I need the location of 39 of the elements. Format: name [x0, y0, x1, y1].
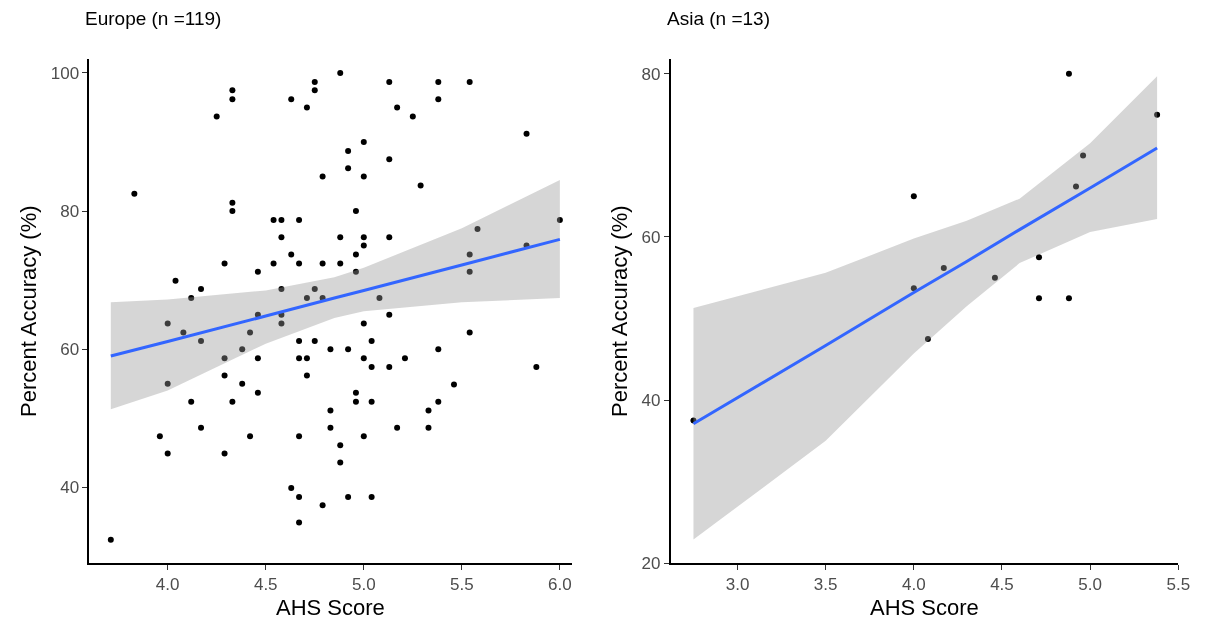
- x-tick-label: 5.5: [1166, 575, 1191, 595]
- x-tick-label: 6.0: [548, 575, 572, 595]
- point: [924, 335, 931, 342]
- x-axis-title: AHS Score: [276, 594, 385, 620]
- point: [940, 264, 947, 271]
- point: [1065, 295, 1072, 302]
- x-tick-label: 4.5: [253, 575, 278, 595]
- point: [1065, 70, 1072, 77]
- point: [910, 285, 917, 292]
- point: [1154, 111, 1161, 118]
- y-tick-label: 20: [641, 554, 661, 574]
- x-tick-label: 4.0: [902, 575, 926, 595]
- x-tick-label: 5.0: [351, 575, 376, 595]
- y-tick-label: 60: [60, 340, 80, 360]
- y-tick-label: 80: [641, 64, 661, 84]
- point: [1035, 295, 1042, 302]
- line-series: [691, 146, 1159, 426]
- x-axis-title: AHS Score: [869, 594, 979, 620]
- y-tick-label: 40: [641, 391, 661, 411]
- point: [1035, 254, 1042, 261]
- point: [1080, 152, 1087, 159]
- y-tick-label: 80: [60, 202, 80, 222]
- y-tick-label: 60: [641, 227, 661, 247]
- chart-title: Asia (n =13): [667, 8, 770, 29]
- line-series: [109, 237, 562, 358]
- y-axis-title: Percent Accuracy (%): [606, 205, 632, 417]
- point: [991, 274, 998, 281]
- chart-title: Europe (n =119): [85, 8, 222, 29]
- x-tick-label: 4.5: [990, 575, 1014, 595]
- y-axis-title: Percent Accuracy (%): [16, 205, 42, 417]
- point: [910, 193, 917, 200]
- point: [1073, 183, 1080, 190]
- x-tick-label: 3.0: [725, 575, 750, 595]
- x-tick-label: 4.0: [155, 575, 180, 595]
- x-tick-label: 5.5: [450, 575, 474, 595]
- x-tick-label: 5.0: [1078, 575, 1102, 595]
- y-tick-label: 100: [50, 63, 80, 83]
- y-tick-label: 40: [60, 478, 80, 498]
- x-tick-label: 3.5: [813, 575, 838, 595]
